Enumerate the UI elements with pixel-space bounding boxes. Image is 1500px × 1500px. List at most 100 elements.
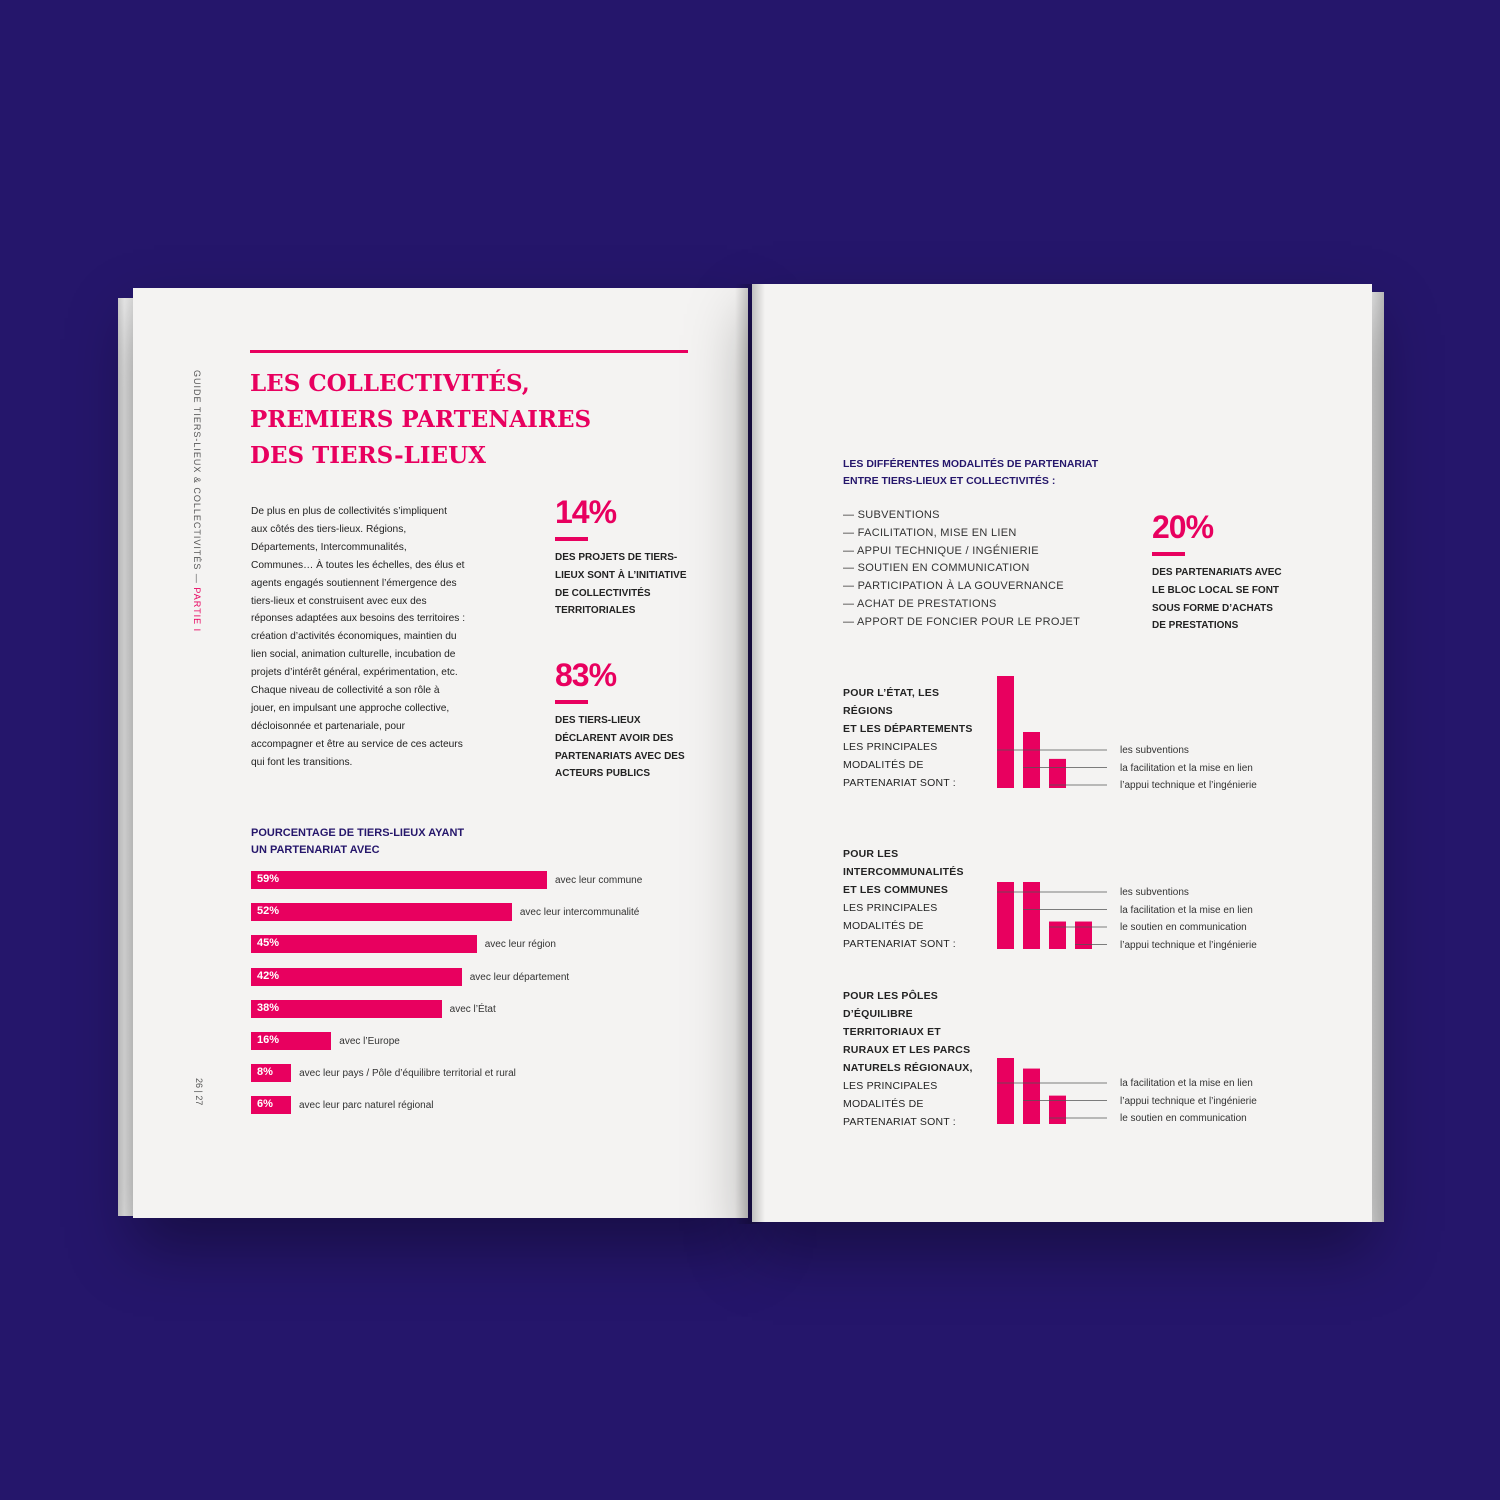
mini-column bbox=[997, 1058, 1014, 1124]
modality-item: — APPUI TECHNIQUE / INGÉNIERIE bbox=[843, 544, 1039, 557]
bar-value-label: 52% bbox=[257, 905, 280, 918]
left-page bbox=[133, 288, 748, 1218]
modality-label: la facilitation et la mise en lien bbox=[1120, 762, 1253, 774]
mini-column bbox=[1023, 882, 1040, 949]
stat-83: 83% DES TIERS-LIEUX DÉCLARENT AVOIR DES … bbox=[555, 657, 685, 783]
modality-label: la facilitation et la mise en lien bbox=[1120, 904, 1253, 916]
stat-rule bbox=[555, 537, 588, 541]
bar-value-label: 8% bbox=[257, 1066, 273, 1079]
stat-line: LE BLOC LOCAL SE FONT bbox=[1152, 584, 1280, 596]
bar: 8% bbox=[251, 1064, 292, 1083]
mini-column-chart bbox=[997, 1058, 1107, 1124]
modality-item: — ACHAT DE PRESTATIONS bbox=[843, 597, 997, 610]
group-bold-line: RURAUX ET LES PARCS bbox=[843, 1044, 971, 1056]
mini-column-chart bbox=[997, 676, 1107, 788]
bar: 16% bbox=[251, 1032, 332, 1050]
modality-label: l’appui technique et l’ingénierie bbox=[1120, 780, 1257, 791]
bar: 52% bbox=[251, 903, 512, 922]
title-rule bbox=[250, 350, 688, 353]
bar-value-label: 6% bbox=[257, 1098, 273, 1111]
stat-14: 14% DES PROJETS DE TIERS- LIEUX SONT À L… bbox=[555, 494, 687, 620]
group-poles-parks-text: POUR LES PÔLES D’ÉQUILIBRE TERRITORIAUX … bbox=[843, 987, 973, 1131]
heading-line: ENTRE TIERS-LIEUX ET COLLECTIVITÉS : bbox=[843, 475, 1056, 487]
group-line: MODALITÉS DE bbox=[843, 759, 924, 771]
stat-line: LIEUX SONT À L’INITIATIVE bbox=[555, 569, 687, 581]
chart-title: POURCENTAGE DE TIERS-LIEUX AYANT UN PART… bbox=[251, 825, 464, 859]
mini-column bbox=[1023, 732, 1040, 788]
modality-item: — SUBVENTIONS bbox=[843, 509, 940, 521]
stat-value: 83% bbox=[555, 657, 617, 693]
running-header-text: GUIDE TIERS-LIEUX & COLLECTIVITÉS — bbox=[192, 370, 202, 584]
mini-column bbox=[997, 676, 1014, 788]
page-stack-left bbox=[118, 298, 134, 1216]
bar-category-label: avec leur intercommunalité bbox=[519, 907, 640, 919]
bar-category-label: avec l’Europe bbox=[339, 1036, 400, 1047]
right-page bbox=[752, 284, 1372, 1222]
modality-item: — SOUTIEN EN COMMUNICATION bbox=[843, 562, 1030, 575]
bar: 59% bbox=[251, 871, 547, 889]
group-bold-line: TERRITORIAUX ET bbox=[843, 1026, 941, 1038]
mini-column bbox=[1075, 921, 1092, 949]
bar: 45% bbox=[251, 935, 477, 954]
modality-item: — FACILITATION, MISE EN LIEN bbox=[843, 526, 1017, 539]
group-line: MODALITÉS DE bbox=[843, 1098, 924, 1110]
modality-label: les subventions bbox=[1120, 745, 1189, 756]
group-line: MODALITÉS DE bbox=[843, 920, 924, 932]
title-line: LES COLLECTIVITÉS, bbox=[250, 370, 530, 397]
stat-line: DE PRESTATIONS bbox=[1152, 620, 1239, 632]
bar-category-label: avec leur commune bbox=[555, 875, 643, 886]
stat-rule bbox=[1152, 552, 1185, 556]
group-line: LES PRINCIPALES bbox=[843, 902, 938, 914]
bar: 38% bbox=[251, 999, 442, 1018]
stat-line: DE COLLECTIVITÉS bbox=[555, 587, 651, 599]
stat-line: DES PROJETS DE TIERS- bbox=[555, 552, 678, 563]
bar-category-label: avec l’État bbox=[449, 1003, 496, 1015]
stat-description: DES TIERS-LIEUX DÉCLARENT AVOIR DES PART… bbox=[555, 712, 685, 783]
stat-value: 14% bbox=[555, 494, 617, 530]
page-stack-right bbox=[1370, 292, 1384, 1222]
modality-label: la facilitation et la mise en lien bbox=[1120, 1078, 1253, 1089]
stat-line: DES TIERS-LIEUX bbox=[555, 715, 641, 726]
group-bold-line: ET LES DÉPARTEMENTS bbox=[843, 723, 973, 735]
group-bold-line: POUR LES bbox=[843, 848, 899, 860]
group-bold-line: D’ÉQUILIBRE bbox=[843, 1008, 913, 1020]
bar-category-label: avec leur parc naturel régional bbox=[299, 1100, 434, 1112]
running-header: GUIDE TIERS-LIEUX & COLLECTIVITÉS — PART… bbox=[192, 370, 202, 632]
running-header-part: PARTIE I bbox=[192, 587, 202, 633]
page-numbers: 26 | 27 bbox=[194, 1078, 204, 1106]
bar-category-label: avec leur région bbox=[484, 939, 556, 951]
stat-value: 20% bbox=[1152, 509, 1214, 545]
chart-title-line: UN PARTENARIAT AVEC bbox=[251, 844, 380, 856]
group-line: PARTENARIAT SONT : bbox=[843, 1116, 956, 1128]
stat-line: PARTENARIATS AVEC DES bbox=[555, 750, 685, 762]
group-bold-line: RÉGIONS bbox=[843, 705, 893, 717]
group-bold-line: NATURELS RÉGIONAUX, bbox=[843, 1062, 973, 1074]
stat-line: DES PARTENARIATS AVEC bbox=[1152, 567, 1282, 578]
group-bold-line: INTERCOMMUNALITÉS bbox=[843, 866, 964, 878]
mini-column bbox=[1023, 1068, 1040, 1124]
group-intercommunalities-text: POUR LES INTERCOMMUNALITÉS ET LES COMMUN… bbox=[843, 845, 964, 953]
intro-paragraph: De plus en plus de collectivités s’impli… bbox=[251, 506, 466, 768]
stat-description: DES PROJETS DE TIERS- LIEUX SONT À L’INI… bbox=[555, 549, 687, 620]
bar-value-label: 42% bbox=[257, 969, 280, 982]
mini-column bbox=[1049, 758, 1066, 788]
bar-value-label: 59% bbox=[257, 873, 280, 885]
stat-line: SOUS FORME D’ACHATS bbox=[1152, 602, 1273, 614]
modality-item: — PARTICIPATION À LA GOUVERNANCE bbox=[843, 580, 1064, 593]
modalities-heading: LES DIFFÉRENTES MODALITÉS DE PARTENARIAT… bbox=[843, 456, 1098, 490]
group-bold-line: POUR LES PÔLES bbox=[843, 990, 938, 1002]
heading-line: LES DIFFÉRENTES MODALITÉS DE PARTENARIAT bbox=[843, 458, 1099, 470]
stat-line: ACTEURS PUBLICS bbox=[555, 768, 651, 780]
modality-label: l’appui technique et l’ingénierie bbox=[1120, 939, 1257, 951]
title-line: PREMIERS PARTENAIRES bbox=[250, 406, 592, 433]
mini-column bbox=[1049, 1095, 1066, 1124]
stat-rule bbox=[555, 700, 588, 704]
group-line: PARTENARIAT SONT : bbox=[843, 938, 956, 950]
stat-line: DÉCLARENT AVOIR DES bbox=[555, 732, 674, 744]
chart-title-line: POURCENTAGE DE TIERS-LIEUX AYANT bbox=[251, 827, 465, 839]
bar: 6% bbox=[251, 1096, 291, 1115]
group-bold-line: ET LES COMMUNES bbox=[843, 884, 949, 896]
page-title: LES COLLECTIVITÉS, PREMIERS PARTENAIRES … bbox=[250, 366, 591, 474]
bar-value-label: 16% bbox=[257, 1034, 280, 1046]
group-state-regions-text: POUR L’ÉTAT, LES RÉGIONS ET LES DÉPARTEM… bbox=[843, 684, 973, 792]
